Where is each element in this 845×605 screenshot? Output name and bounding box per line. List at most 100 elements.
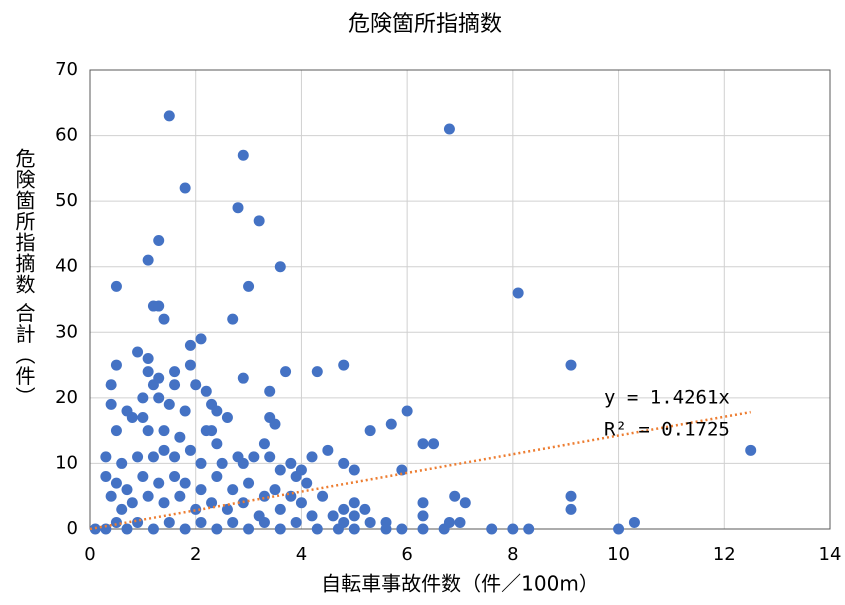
scatter-point: [348, 464, 360, 476]
x-tick-label: 12: [713, 544, 736, 565]
scatter-point: [174, 431, 186, 443]
scatter-point: [745, 444, 757, 456]
scatter-point: [338, 503, 350, 515]
scatter-point: [237, 457, 249, 469]
scatter-point: [184, 359, 196, 371]
scatter-point: [417, 523, 429, 535]
scatter-point: [190, 379, 202, 391]
scatter-point: [428, 438, 440, 450]
scatter-point: [211, 405, 223, 417]
scatter-point: [158, 425, 170, 437]
scatter-point: [169, 451, 181, 463]
scatter-point: [311, 523, 323, 535]
y-tick-label: 50: [55, 190, 78, 211]
y-tick-label: 10: [55, 452, 78, 473]
scatter-point: [158, 313, 170, 325]
scatter-point: [401, 405, 413, 417]
scatter-point: [179, 405, 191, 417]
x-axis-label: 自転車事故件数（件／100m）: [321, 572, 599, 596]
scatter-point: [153, 392, 165, 404]
plot-border: [89, 69, 831, 530]
scatter-point: [269, 418, 281, 430]
scatter-point: [322, 444, 334, 456]
scatter-point: [184, 444, 196, 456]
scatter-point: [116, 457, 128, 469]
scatter-point: [163, 398, 175, 410]
x-tick-label: 8: [507, 544, 518, 565]
scatter-point: [126, 412, 138, 424]
scatter-point: [449, 490, 461, 502]
scatter-point: [274, 464, 286, 476]
scatter-point: [211, 438, 223, 450]
scatter-point: [153, 477, 165, 489]
scatter-point: [110, 516, 122, 528]
scatter-point: [243, 280, 255, 292]
scatter-point: [142, 353, 154, 365]
y-axis-label: 危険箇所指摘数 合計（件）: [12, 148, 36, 408]
scatter-point: [137, 392, 149, 404]
scatter-point: [232, 202, 244, 214]
scatter-point: [253, 215, 265, 227]
scatter-point: [195, 484, 207, 496]
scatter-point: [195, 457, 207, 469]
scatter-point: [190, 503, 202, 515]
scatter-point: [264, 451, 276, 463]
scatter-point: [295, 464, 307, 476]
scatter-point: [153, 300, 165, 312]
scatter-point: [243, 523, 255, 535]
scatter-point: [221, 412, 233, 424]
scatter-point: [338, 516, 350, 528]
scatter-point: [163, 516, 175, 528]
scatter-point: [163, 110, 175, 122]
scatter-point: [179, 523, 191, 535]
scatter-point: [258, 490, 270, 502]
scatter-point: [359, 503, 371, 515]
scatter-point: [258, 516, 270, 528]
scatter-point: [274, 503, 286, 515]
scatter-point: [258, 438, 270, 450]
scatter-point: [169, 471, 181, 483]
x-tick-label: 6: [401, 544, 412, 565]
scatter-point: [295, 497, 307, 509]
scatter-point: [565, 359, 577, 371]
scatter-point: [110, 280, 122, 292]
scatter-point: [443, 123, 455, 135]
scatter-point: [200, 385, 212, 397]
scatter-point: [100, 451, 112, 463]
scatter-point: [327, 510, 339, 522]
y-tick-label: 30: [55, 321, 78, 342]
scatter-point: [311, 366, 323, 378]
scatter-point: [211, 523, 223, 535]
scatter-point: [126, 497, 138, 509]
y-tick-label: 70: [55, 59, 78, 80]
scatter-point: [396, 464, 408, 476]
scatter-point: [507, 523, 519, 535]
scatter-point: [142, 366, 154, 378]
scatter-point: [216, 457, 228, 469]
scatter-point: [613, 523, 625, 535]
scatter-point: [206, 425, 218, 437]
chart-title: 危険箇所指摘数: [348, 12, 502, 37]
scatter-point: [237, 149, 249, 161]
scatter-point: [179, 477, 191, 489]
scatter-point: [417, 497, 429, 509]
x-tick-label: 2: [190, 544, 201, 565]
scatter-point: [105, 379, 117, 391]
scatter-point: [227, 516, 239, 528]
scatter-point: [100, 471, 112, 483]
scatter-point: [274, 261, 286, 273]
scatter-point: [523, 523, 535, 535]
scatter-point: [364, 516, 376, 528]
scatter-point: [486, 523, 498, 535]
scatter-point: [417, 438, 429, 450]
trendline-label: R² = 0.1725: [604, 419, 730, 441]
scatter-point: [195, 516, 207, 528]
scatter-point: [243, 477, 255, 489]
scatter-point: [280, 366, 292, 378]
scatter-point: [348, 510, 360, 522]
scatter-point: [454, 516, 466, 528]
scatter-point: [227, 484, 239, 496]
scatter-point: [142, 254, 154, 266]
scatter-point: [269, 484, 281, 496]
